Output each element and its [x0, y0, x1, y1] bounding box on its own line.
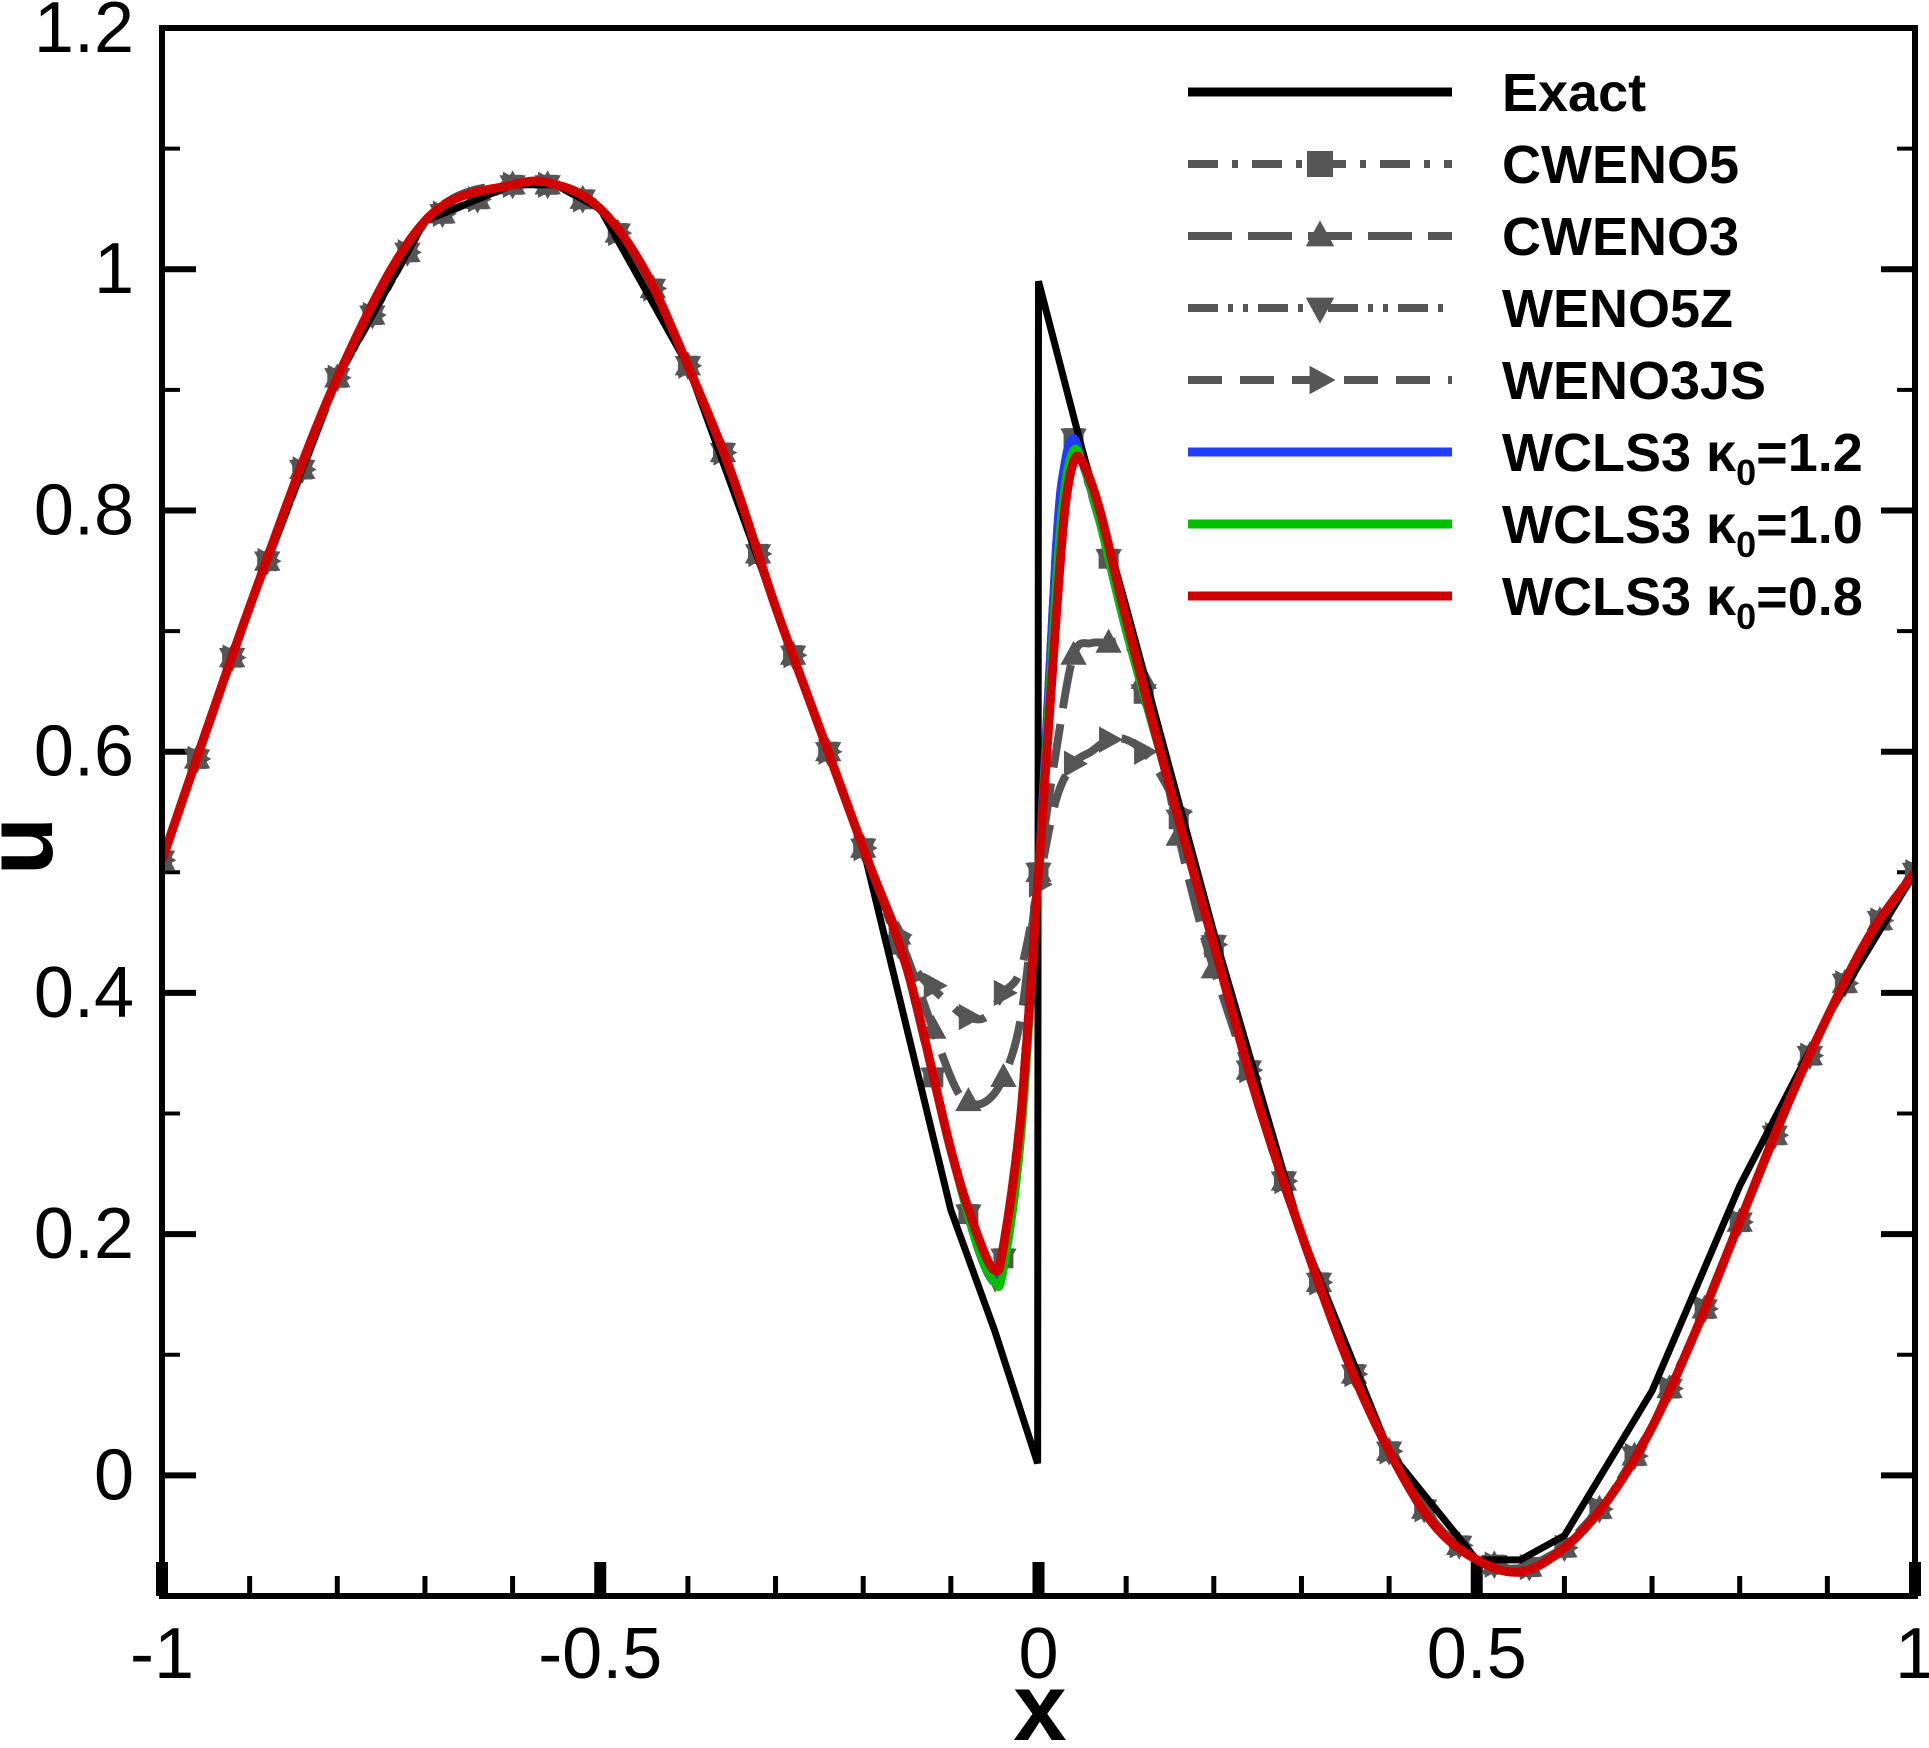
y-tick-label: 0.6	[34, 712, 134, 792]
marker-weno3js	[993, 979, 1018, 1007]
marker-weno3js	[1099, 726, 1124, 753]
marker-cweno3	[1060, 640, 1087, 665]
y-tick-label: 0	[94, 1435, 134, 1515]
series-layer	[162, 170, 1915, 1582]
y-tick-label: 0.8	[34, 470, 134, 550]
legend-label: WCLS3 κ0=1.0	[1502, 495, 1863, 565]
y-tick-label: 1.2	[34, 0, 134, 68]
marker-cweno3	[1095, 628, 1122, 653]
x-tick-label: 0.5	[1427, 1614, 1527, 1694]
x-tick-label: -0.5	[538, 1614, 662, 1694]
y-tick-label: 0.4	[34, 953, 134, 1033]
legend-label: WENO5Z	[1502, 279, 1733, 339]
marker-weno3js	[923, 972, 948, 999]
legend-marker	[1307, 151, 1333, 177]
legend-marker	[1309, 365, 1336, 395]
legend: Exact CWENO5 CWENO3 WENO5Z WENO3JS WCLS3 κ0=1…	[1188, 63, 1863, 637]
x-tick-label: 1	[1895, 1614, 1929, 1694]
marker-weno3js	[958, 1003, 983, 1031]
legend-label: Exact	[1502, 63, 1646, 123]
y-axis-title: u	[0, 817, 73, 876]
y-tick-label: 0.2	[34, 1194, 134, 1274]
marker-weno3js	[1134, 738, 1159, 765]
marker-cweno3	[955, 1087, 982, 1112]
legend-label: CWENO3	[1502, 207, 1739, 267]
legend-label: WCLS3 κ0=0.8	[1502, 567, 1863, 637]
legend-label: WENO3JS	[1502, 351, 1766, 411]
x-tick-label: -1	[130, 1614, 194, 1694]
y-tick-label: 1	[94, 229, 134, 309]
marker-weno3js	[1063, 750, 1088, 777]
series-line-wcls3-k08	[162, 176, 1915, 1577]
plot-frame	[159, 25, 1918, 1599]
x-tick-label: 0	[1018, 1614, 1058, 1694]
x-axis-title: x	[1013, 1654, 1066, 1748]
legend-label: CWENO5	[1502, 135, 1739, 195]
tick-labels: -1 -0.5 0 0.5 1 0 0.2 0.4 0.6 0.8 1 1.2	[34, 0, 1929, 1694]
legend-marker	[1305, 297, 1335, 324]
legend-marker	[1305, 220, 1335, 247]
legend-label: WCLS3 κ0=1.2	[1502, 423, 1863, 493]
marker-cweno3	[990, 1062, 1017, 1087]
